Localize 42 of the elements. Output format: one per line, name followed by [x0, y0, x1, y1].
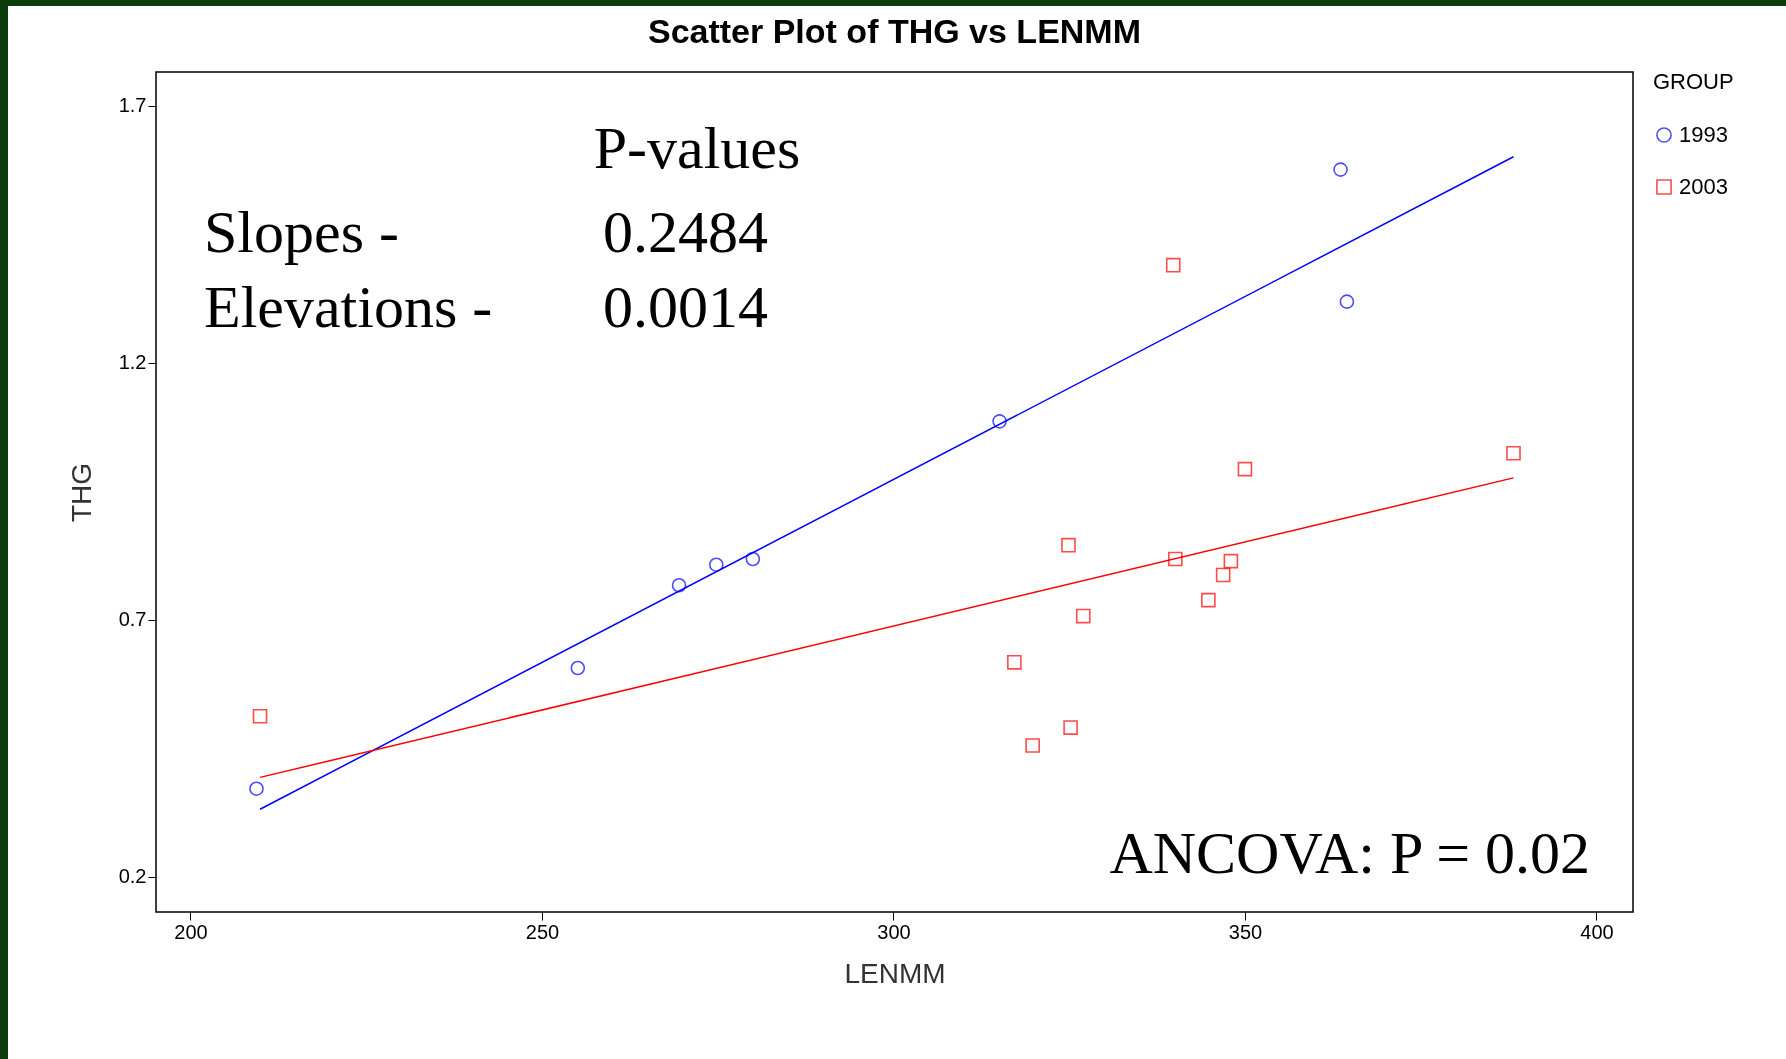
x-tick-label: 350: [1228, 920, 1263, 943]
point: [745, 551, 761, 567]
y-tick-label: 1.2: [118, 351, 147, 374]
y-tick-label: 0.7: [118, 608, 147, 631]
annotation: 0.2484: [603, 199, 768, 265]
annotation: ANCOVA: P = 0.02: [1109, 820, 1590, 886]
point: [1215, 567, 1231, 583]
point: [1506, 445, 1521, 461]
point: [570, 660, 586, 676]
point: [1339, 294, 1355, 309]
legend-label: 1993: [1679, 122, 1728, 147]
point: [1201, 592, 1216, 608]
x-tick-label: 400: [1580, 920, 1614, 943]
y-axis-title: THG: [65, 462, 97, 523]
point: [1007, 654, 1022, 670]
annotation: P-values: [593, 115, 801, 181]
x-tick-label: 300: [877, 920, 911, 943]
point: [1061, 537, 1076, 553]
point: [1168, 551, 1183, 567]
point: [249, 781, 264, 796]
x-axis-title: LENMM: [844, 957, 946, 989]
point: [1063, 720, 1078, 735]
point: [1075, 608, 1091, 624]
point: [1223, 553, 1239, 569]
annotation: Slopes -: [204, 199, 399, 265]
point: [1237, 461, 1253, 477]
annotation: 0.0014: [603, 274, 768, 340]
chart-title: Scatter Plot of THG vs LENMM: [647, 12, 1142, 50]
annotation: Elevations -: [204, 274, 493, 340]
point: [1333, 162, 1348, 177]
x-tick-label: 200: [174, 920, 208, 943]
point: [708, 557, 724, 572]
legend-title: GROUP: [1653, 69, 1734, 94]
y-tick-label: 1.7: [118, 94, 147, 117]
point: [252, 708, 268, 724]
point: [1025, 738, 1040, 753]
y-tick-label: 0.2: [118, 865, 147, 888]
x-tick-label: 250: [525, 920, 560, 943]
point: [1165, 257, 1181, 273]
point: [992, 414, 1007, 429]
point: [671, 577, 687, 593]
legend-label: 2003: [1679, 174, 1728, 199]
